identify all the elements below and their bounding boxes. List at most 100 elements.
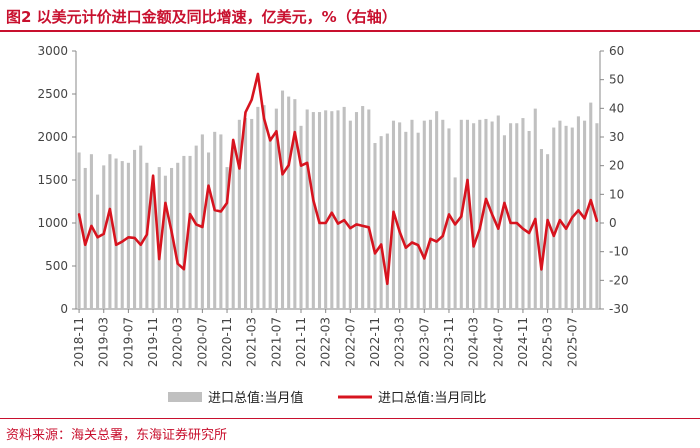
left-axis-tick-label: 3000 bbox=[37, 44, 68, 58]
right-axis-tick-label: 20 bbox=[609, 159, 624, 173]
bar bbox=[404, 131, 408, 309]
line-point bbox=[287, 164, 290, 166]
bar bbox=[502, 135, 506, 309]
line-point bbox=[349, 227, 352, 229]
x-axis-tick-label: 2021-07 bbox=[269, 317, 283, 367]
line-point bbox=[257, 73, 259, 75]
line-point bbox=[411, 241, 413, 244]
bar bbox=[102, 165, 106, 309]
bar bbox=[324, 110, 328, 309]
bar bbox=[342, 106, 346, 310]
bar bbox=[465, 119, 469, 309]
line-point bbox=[361, 225, 364, 227]
line-point bbox=[571, 216, 574, 219]
right-axis-tick-label: -20 bbox=[609, 273, 629, 287]
bar bbox=[515, 123, 519, 310]
x-axis-tick-label: 2019-07 bbox=[121, 317, 135, 367]
chart-canvas: 0 500 1000 1500 2000 2500 3000 -30 -20 -10 0 10 20 30… bbox=[37, 44, 629, 406]
bar bbox=[348, 120, 352, 309]
bar bbox=[157, 167, 161, 309]
line-point bbox=[528, 232, 530, 234]
line-point bbox=[176, 262, 179, 265]
bar bbox=[539, 149, 543, 309]
line-point bbox=[244, 111, 247, 114]
line-point bbox=[189, 213, 191, 215]
line-point bbox=[515, 222, 518, 224]
line-point bbox=[121, 240, 124, 243]
line-point bbox=[546, 219, 549, 221]
right-axis-tick-label: 0 bbox=[609, 216, 617, 230]
bar bbox=[336, 110, 340, 309]
line-point bbox=[374, 252, 376, 255]
line-point bbox=[269, 139, 271, 142]
bar bbox=[367, 109, 371, 309]
bar bbox=[262, 105, 266, 310]
chart-title: 图2 以美元计价进口金额及同比增速，亿美元，%（右轴） bbox=[6, 8, 397, 26]
line-point bbox=[386, 282, 389, 285]
bar bbox=[219, 134, 223, 309]
bar bbox=[182, 155, 186, 309]
line-point bbox=[485, 198, 487, 200]
bar bbox=[558, 120, 562, 309]
bar bbox=[379, 136, 383, 309]
x-axis-tick-label: 2024-07 bbox=[491, 317, 505, 367]
right-axis-tick-label: 30 bbox=[609, 130, 624, 144]
x-axis-tick-label: 2025-07 bbox=[565, 317, 579, 367]
x-axis-tick-label: 2023-03 bbox=[393, 317, 407, 367]
legend-bar-swatch bbox=[168, 392, 202, 402]
line-point bbox=[263, 117, 265, 120]
bar bbox=[133, 149, 137, 309]
bar bbox=[120, 161, 124, 309]
bar bbox=[274, 108, 278, 310]
line-point bbox=[343, 219, 345, 221]
bar bbox=[114, 158, 118, 309]
title-divider bbox=[0, 30, 700, 32]
x-axis-tick-label: 2020-11 bbox=[220, 317, 234, 367]
left-axis-tick-label: 2000 bbox=[37, 130, 68, 144]
left-axis-tick-label: 2500 bbox=[37, 87, 68, 101]
bar bbox=[96, 194, 100, 309]
bar bbox=[478, 119, 482, 309]
line-point bbox=[220, 210, 222, 213]
line-point bbox=[195, 223, 198, 226]
line-point bbox=[392, 211, 395, 213]
line-point bbox=[213, 209, 216, 211]
line-point bbox=[146, 233, 148, 236]
bar bbox=[385, 133, 389, 309]
line-point bbox=[164, 202, 167, 204]
bar bbox=[108, 154, 112, 309]
left-axis-tick-label: 1000 bbox=[37, 216, 68, 230]
bar bbox=[188, 155, 192, 309]
line-point bbox=[534, 218, 537, 220]
bar bbox=[509, 123, 513, 310]
line-point bbox=[368, 226, 370, 229]
source-divider bbox=[0, 418, 700, 419]
x-axis-tick-label: 2022-07 bbox=[343, 317, 357, 367]
bar bbox=[256, 106, 260, 310]
line-point bbox=[355, 223, 358, 226]
left-axis-tick-label: 1500 bbox=[37, 173, 68, 187]
bar bbox=[589, 102, 593, 309]
line-point bbox=[201, 226, 204, 228]
bar bbox=[595, 123, 599, 310]
line-point bbox=[84, 243, 87, 246]
line-point bbox=[478, 227, 481, 230]
bar bbox=[552, 127, 556, 309]
line-point bbox=[559, 219, 561, 221]
bar bbox=[194, 145, 198, 309]
bar bbox=[243, 118, 248, 309]
bar bbox=[484, 118, 488, 309]
line-point bbox=[300, 164, 302, 167]
line-point bbox=[405, 246, 407, 249]
bar bbox=[225, 167, 229, 309]
right-axis-tick-label: -30 bbox=[609, 302, 629, 316]
bar bbox=[207, 152, 211, 309]
bar bbox=[441, 119, 445, 309]
bar bbox=[410, 119, 414, 309]
bar bbox=[213, 131, 217, 309]
bar bbox=[170, 167, 174, 309]
bar bbox=[268, 137, 272, 309]
legend-line-label: 进口总值:当月同比 bbox=[378, 390, 486, 406]
line-point bbox=[250, 98, 253, 101]
source-note: 资料来源：海关总署，东海证券研究所 bbox=[6, 428, 228, 443]
